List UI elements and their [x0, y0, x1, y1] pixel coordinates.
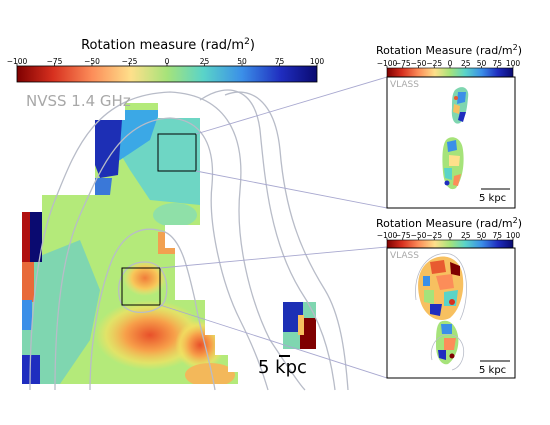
inset-bottom-colorbar-bar [386, 239, 514, 249]
inset-top-survey-label: VLASS [390, 80, 419, 90]
colorbar-tick-label: 50 [477, 59, 487, 68]
colorbar-tick-label: −100 [7, 57, 28, 66]
main-rm-map [22, 103, 316, 384]
main-colorbar: Rotation measure (rad/m2) −100 −75 −50 −25 0… [7, 37, 325, 83]
main-colorbar-ticks: −100 −75 −50 −25 0 25 50 75 100 [7, 57, 325, 66]
inset-top: Rotation Measure (rad/m2) −100−75 −50 −25 0… [376, 43, 522, 209]
colorbar-tick-label: −25 [426, 59, 442, 68]
colorbar-tick-label: 75 [275, 57, 285, 66]
colorbar-tick-label: −25 [122, 57, 138, 66]
colorbar-tick-label: 0 [448, 59, 453, 68]
colorbar-tick-label: 100 [310, 57, 325, 66]
inset-top-blob-upper [451, 87, 469, 124]
inset-bottom-colorbar-title: Rotation Measure (rad/m2) [376, 216, 522, 230]
colorbar-tick-label: −50 [411, 231, 427, 240]
main-scale-label: 5 kpc [258, 357, 307, 378]
colorbar-tick-label: −100 [377, 59, 398, 68]
colorbar-tick-label: 25 [461, 231, 471, 240]
colorbar-tick-label: 50 [477, 231, 487, 240]
colorbar-tick-label: −75 [395, 59, 411, 68]
colorbar-tick-label: −75 [395, 231, 411, 240]
inset-bottom-colorbar-ticks: −100−75 −50 −25 0 25 50 75 100 [377, 231, 521, 240]
colorbar-tick-label: 75 [492, 59, 502, 68]
region-box-top [157, 133, 197, 172]
inset-top-colorbar-title: Rotation Measure (rad/m2) [376, 43, 522, 57]
colorbar-tick-label: 75 [492, 231, 502, 240]
region-box-bottom [121, 267, 161, 306]
colorbar-tick-label: −50 [84, 57, 100, 66]
colorbar-tick-label: 0 [165, 57, 170, 66]
colorbar-tick-label: 0 [448, 231, 453, 240]
inset-bottom-survey-label: VLASS [390, 251, 419, 261]
contours [29, 89, 349, 391]
colorbar-tick-label: −100 [377, 231, 398, 240]
inset-top-scale-label: 5 kpc [479, 193, 506, 204]
inset-top-colorbar-bar [386, 67, 514, 78]
inset-bottom-blob-lower [436, 320, 459, 365]
colorbar-tick-label: 50 [237, 57, 247, 66]
colorbar-tick-label: 100 [506, 59, 521, 68]
inset-bottom-blob-upper [418, 256, 464, 320]
inset-bottom: Rotation Measure (rad/m2) −100−75 −50 −25 0… [376, 216, 522, 379]
inset-bottom-scale-label: 5 kpc [479, 365, 506, 376]
connector-lines [159, 76, 388, 379]
colorbar-tick-label: −75 [47, 57, 63, 66]
main-survey-label: NVSS 1.4 GHz [26, 92, 131, 110]
colorbar-tick-label: −50 [411, 59, 427, 68]
colorbar-tick-label: 25 [200, 57, 210, 66]
colorbar-tick-label: −25 [426, 231, 442, 240]
inset-top-blob-lower [442, 137, 464, 190]
main-scale-bar: 5 kpc [258, 355, 307, 378]
inset-top-colorbar-ticks: −100−75 −50 −25 0 25 50 75 100 [377, 59, 521, 68]
right-blob [283, 302, 316, 349]
main-colorbar-bar [16, 65, 318, 83]
colorbar-tick-label: 25 [461, 59, 471, 68]
main-colorbar-title: Rotation measure (rad/m2) [81, 37, 255, 53]
colorbar-tick-label: 100 [506, 231, 521, 240]
